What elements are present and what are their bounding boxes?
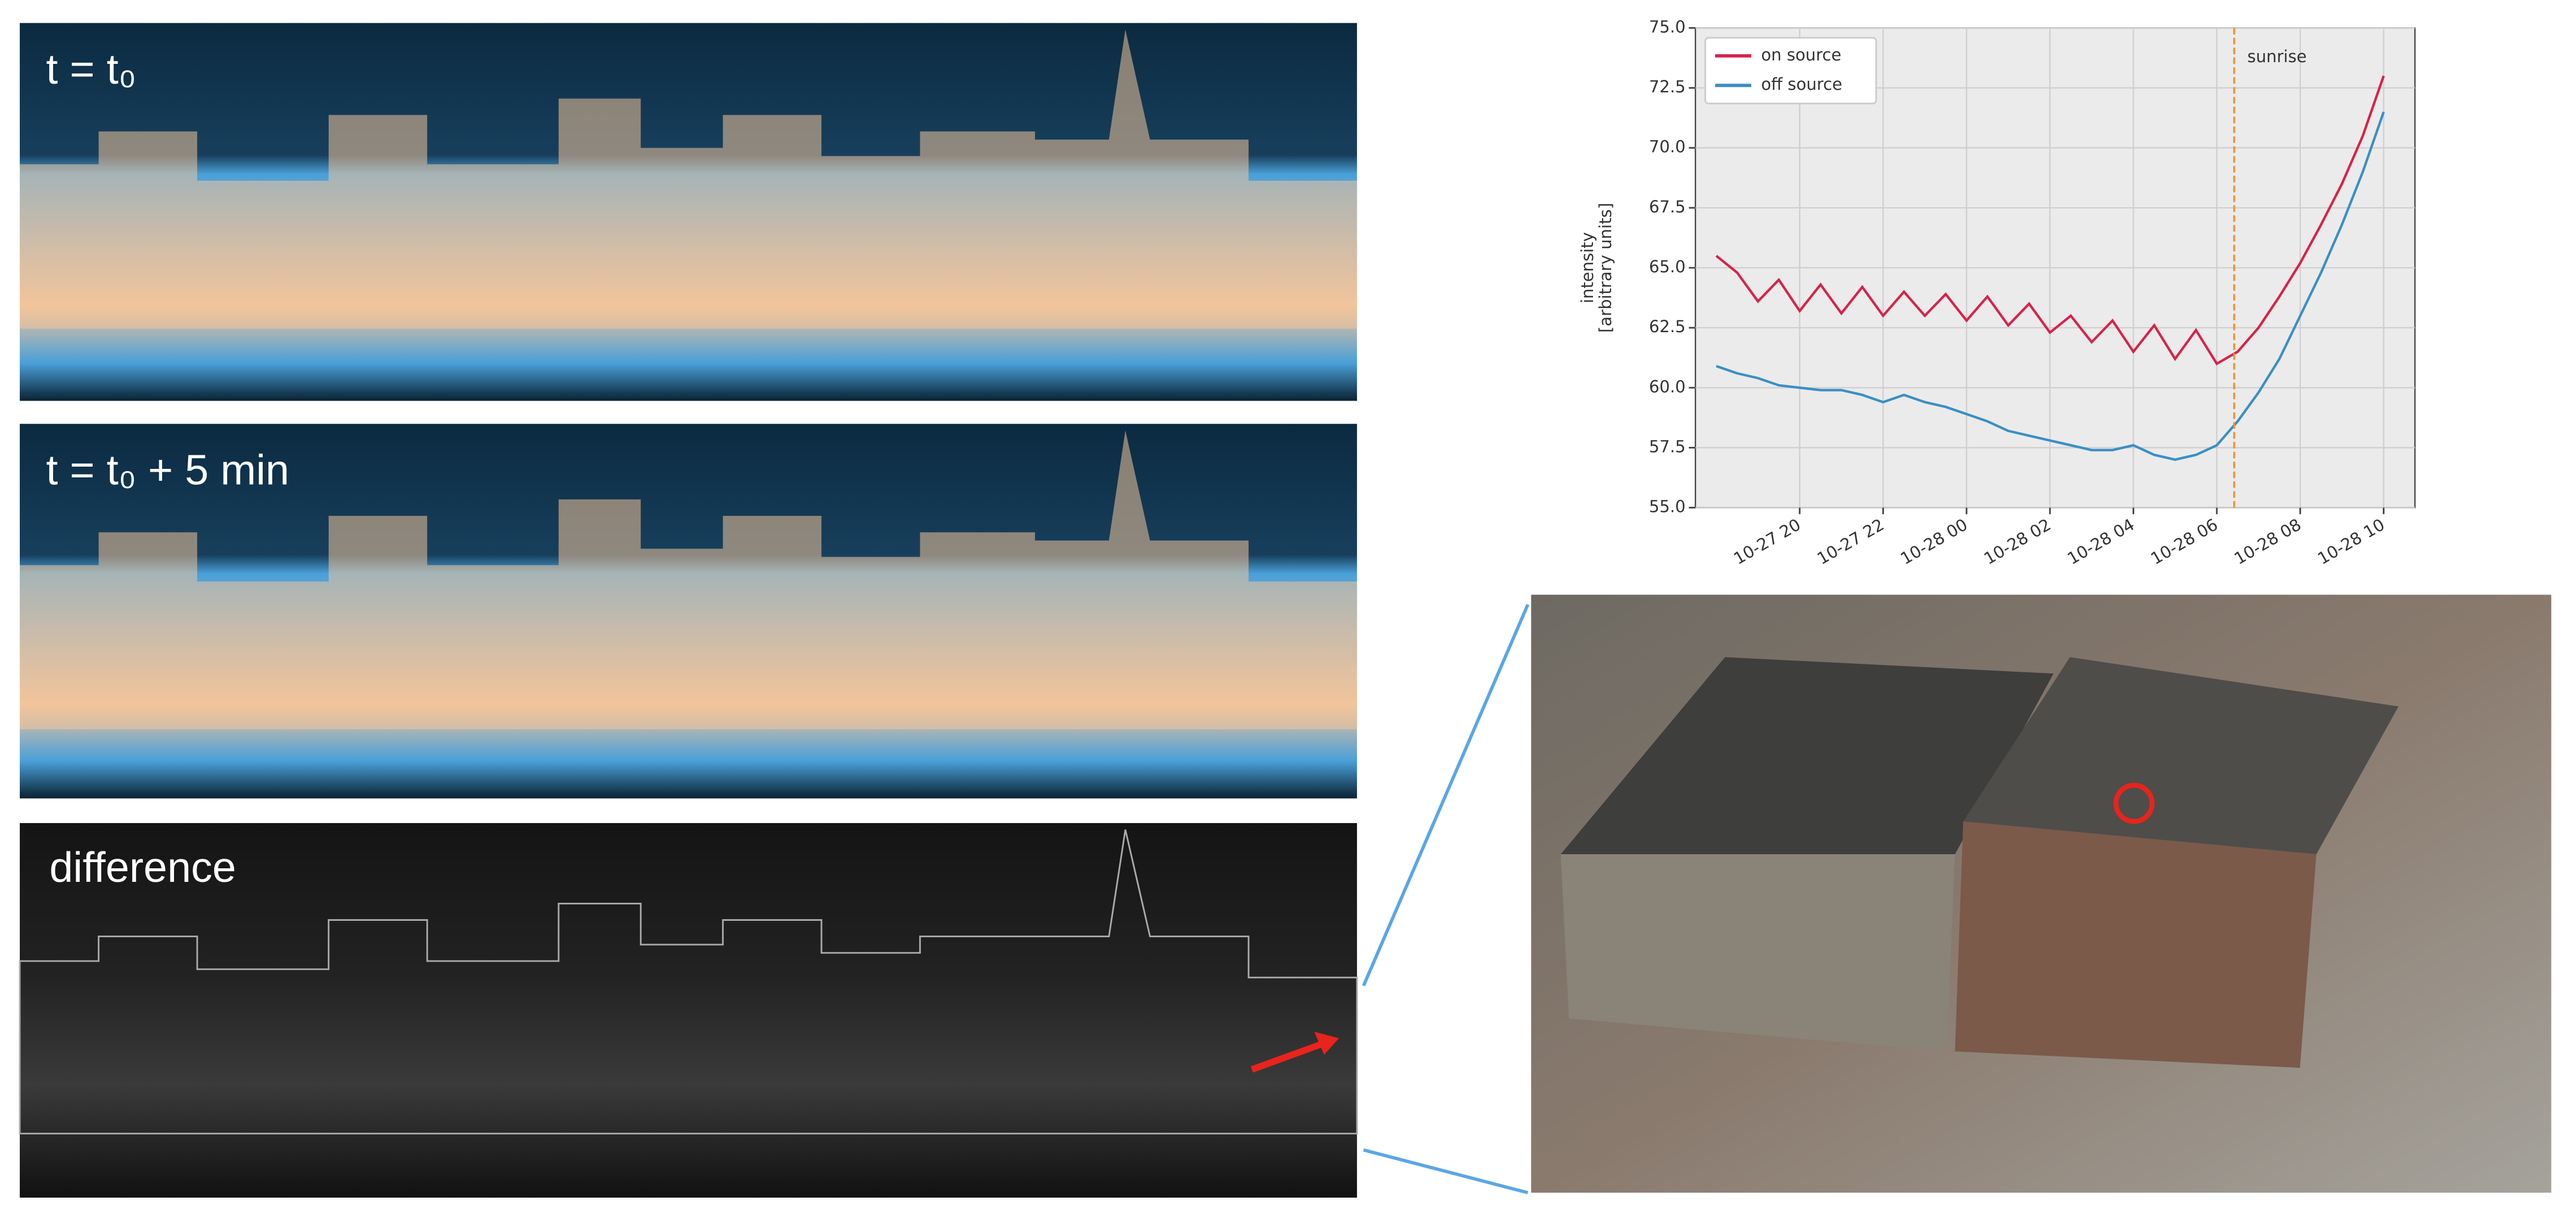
x-tick-label: 10-28 02 xyxy=(1981,515,2054,568)
y-tick-label: 70.0 xyxy=(1649,137,1686,156)
x-tick-label: 10-28 04 xyxy=(2064,515,2138,568)
panel-t5: t = t₀ + 5 min xyxy=(20,424,1357,799)
panel-label: t = t₀ + 5 min xyxy=(46,446,290,494)
x-tick-label: 10-28 06 xyxy=(2147,515,2221,568)
x-tick-label: 10-28 10 xyxy=(2314,515,2388,568)
line-chart: 55.0 57.5 60.0 62.5 65.0 67.5 70.0 72.5 75.0 10-2… xyxy=(1578,17,2416,568)
x-tick-label: 10-28 00 xyxy=(1897,515,1970,568)
y-tick-label: 60.0 xyxy=(1649,377,1686,396)
legend-label: off source xyxy=(1761,75,1843,94)
line-series xyxy=(1715,75,2385,366)
y-tick-label: 72.5 xyxy=(1649,77,1686,97)
arrow-head xyxy=(1314,1032,1339,1055)
x-tick-label: 10-27 22 xyxy=(1814,515,1887,568)
x-tick-label: 10-27 20 xyxy=(1730,515,1804,568)
y-axis-label-line: intensity xyxy=(1578,232,1597,303)
panel-label: t = t₀ xyxy=(46,46,137,93)
panel-difference: difference xyxy=(19,823,1358,1198)
panel-t0: t = t₀ xyxy=(20,23,1357,401)
arrow xyxy=(1251,1040,1325,1073)
y-tick-label: 67.5 xyxy=(1649,197,1686,216)
y-axis-label: intensity[arbitrary units] xyxy=(1578,203,1615,333)
x-tick-label: 10-28 08 xyxy=(2231,515,2304,568)
annotation: sunrise xyxy=(2247,47,2307,66)
y-axis-label-line: [arbitrary units] xyxy=(1596,203,1615,333)
y-tick-label: 65.0 xyxy=(1649,257,1686,276)
legend-label: on source xyxy=(1761,45,1842,64)
panel-label: difference xyxy=(49,844,236,891)
aerial-photo xyxy=(1362,594,2552,1195)
line-series xyxy=(1716,111,2385,461)
y-tick-label: 55.0 xyxy=(1649,497,1686,516)
y-tick-label: 57.5 xyxy=(1649,437,1686,456)
y-tick-label: 62.5 xyxy=(1649,317,1686,336)
y-tick-label: 75.0 xyxy=(1649,17,1686,36)
